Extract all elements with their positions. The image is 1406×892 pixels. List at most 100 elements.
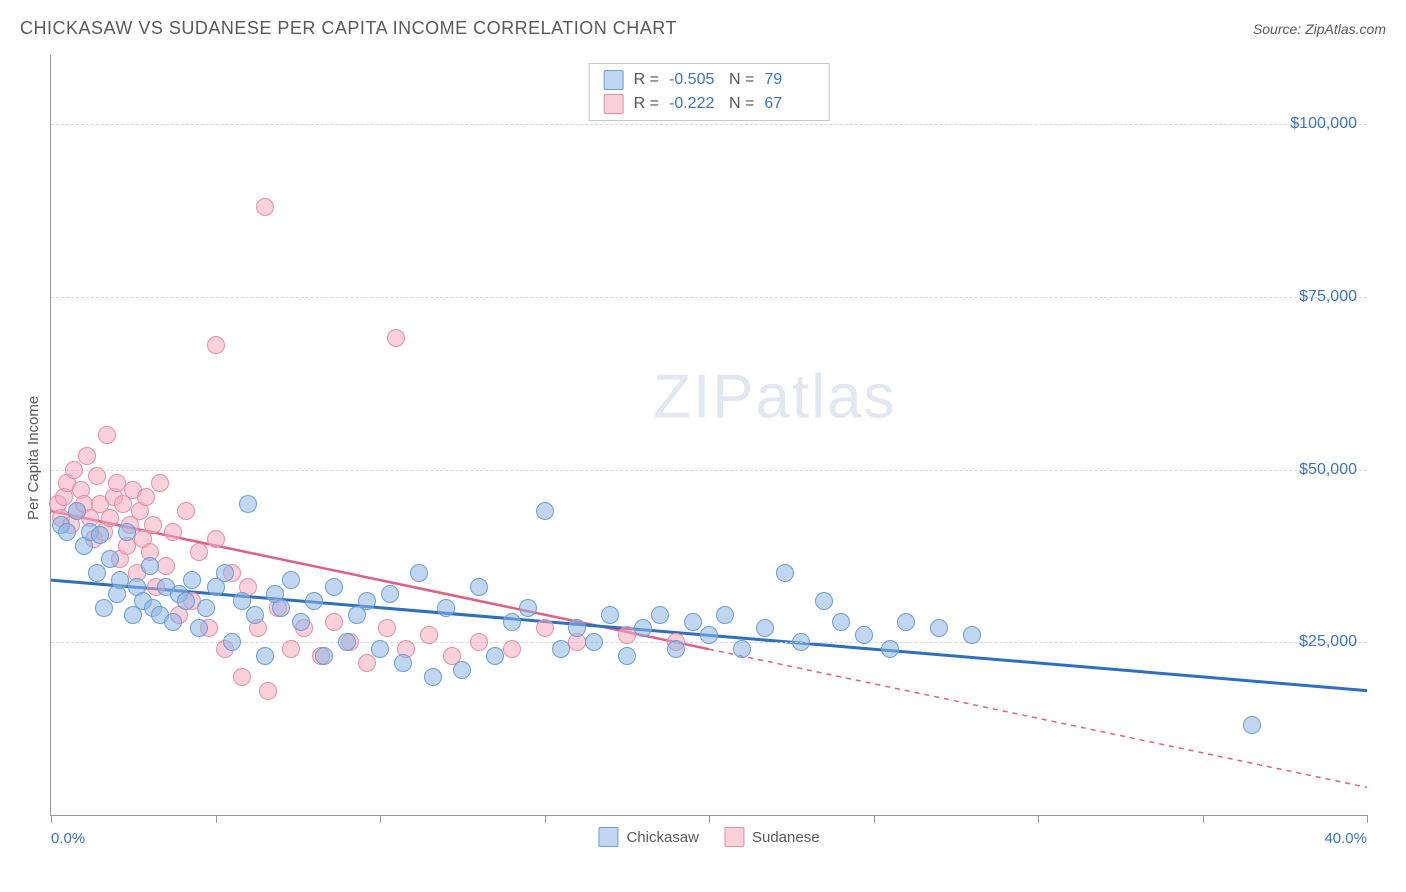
correlation-stats-box: R =-0.505N =79R =-0.222N =67 [589, 63, 830, 121]
chickasaw-point [111, 571, 129, 589]
stats-row-sudanese: R =-0.222N =67 [604, 94, 815, 114]
chickasaw-point [315, 647, 333, 665]
chickasaw-point [700, 626, 718, 644]
chickasaw-point [667, 640, 685, 658]
chickasaw-point [177, 592, 195, 610]
chickasaw-point [634, 619, 652, 637]
sudanese-point [144, 516, 162, 534]
y-tick-label: $100,000 [1290, 115, 1357, 133]
chickasaw-point [91, 526, 109, 544]
legend-item-sudanese: Sudanese [724, 827, 820, 847]
legend-swatch [598, 827, 618, 847]
y-tick-label: $75,000 [1299, 288, 1357, 306]
sudanese-point [157, 557, 175, 575]
chickasaw-point [68, 502, 86, 520]
scatter-plot-area: ZIPatlas R =-0.505N =79R =-0.222N =67 0.… [50, 55, 1367, 816]
sudanese-point [88, 467, 106, 485]
sudanese-point [470, 633, 488, 651]
gridline [51, 297, 1367, 298]
chickasaw-point [95, 599, 113, 617]
chickasaw-point [338, 633, 356, 651]
legend-swatch [724, 827, 744, 847]
chickasaw-point [585, 633, 603, 651]
gridline [51, 124, 1367, 125]
legend-label: Chickasaw [626, 829, 699, 846]
x-tick [1203, 815, 1204, 823]
chart-title: CHICKASAW VS SUDANESE PER CAPITA INCOME … [20, 18, 677, 39]
chickasaw-point [536, 502, 554, 520]
stats-n-value: 67 [764, 95, 814, 113]
sudanese-point [420, 626, 438, 644]
x-tick [1038, 815, 1039, 823]
chickasaw-point [453, 661, 471, 679]
stats-r-label: R = [634, 95, 659, 113]
chickasaw-point [716, 606, 734, 624]
chickasaw-point [437, 599, 455, 617]
chickasaw-point [190, 619, 208, 637]
sudanese-point [137, 488, 155, 506]
stats-swatch [604, 94, 624, 114]
sudanese-point [378, 619, 396, 637]
chickasaw-point [815, 592, 833, 610]
source-prefix: Source: [1253, 21, 1305, 37]
chickasaw-point [1243, 716, 1261, 734]
stats-r-label: R = [634, 71, 659, 89]
sudanese-point [536, 619, 554, 637]
chickasaw-point [282, 571, 300, 589]
x-axis-min-label: 0.0% [51, 830, 85, 847]
sudanese-point [177, 502, 195, 520]
chickasaw-point [197, 599, 215, 617]
chickasaw-point [503, 613, 521, 631]
sudanese-point [207, 336, 225, 354]
chickasaw-point [292, 613, 310, 631]
chickasaw-point [881, 640, 899, 658]
chickasaw-point [239, 495, 257, 513]
sudanese-point [282, 640, 300, 658]
stats-n-value: 79 [764, 71, 814, 89]
legend: Chickasaw Sudanese [598, 827, 819, 847]
sudanese-point [108, 474, 126, 492]
chickasaw-point [684, 613, 702, 631]
chickasaw-point [305, 592, 323, 610]
chickasaw-point [776, 564, 794, 582]
chickasaw-point [568, 619, 586, 637]
sudanese-point [78, 447, 96, 465]
chickasaw-point [855, 626, 873, 644]
stats-r-value: -0.505 [669, 71, 719, 89]
chickasaw-point [832, 613, 850, 631]
chickasaw-point [256, 647, 274, 665]
source-name: ZipAtlas.com [1305, 21, 1386, 37]
sudanese-point [503, 640, 521, 658]
sudanese-point [325, 613, 343, 631]
legend-label: Sudanese [752, 829, 820, 846]
chickasaw-point [519, 599, 537, 617]
trend-lines [51, 55, 1367, 815]
chickasaw-point [246, 606, 264, 624]
chickasaw-point [371, 640, 389, 658]
y-tick-label: $25,000 [1299, 633, 1357, 651]
chickasaw-point [325, 578, 343, 596]
chickasaw-point [164, 613, 182, 631]
chickasaw-point [470, 578, 488, 596]
sudanese-point [190, 543, 208, 561]
chickasaw-point [101, 550, 119, 568]
chickasaw-point [183, 571, 201, 589]
sudanese-point [65, 461, 83, 479]
x-tick [874, 815, 875, 823]
sudanese-point [618, 626, 636, 644]
chickasaw-point [272, 599, 290, 617]
x-tick [1367, 815, 1368, 823]
chickasaw-point [118, 523, 136, 541]
chart-header: CHICKASAW VS SUDANESE PER CAPITA INCOME … [20, 18, 1386, 39]
x-tick [51, 815, 52, 823]
chickasaw-point [897, 613, 915, 631]
chickasaw-point [381, 585, 399, 603]
chickasaw-point [601, 606, 619, 624]
sudanese-trendline-extrapolated [709, 649, 1367, 787]
chickasaw-point [963, 626, 981, 644]
sudanese-point [256, 198, 274, 216]
stats-r-value: -0.222 [669, 95, 719, 113]
chickasaw-point [552, 640, 570, 658]
y-tick-label: $50,000 [1299, 461, 1357, 479]
sudanese-point [358, 654, 376, 672]
